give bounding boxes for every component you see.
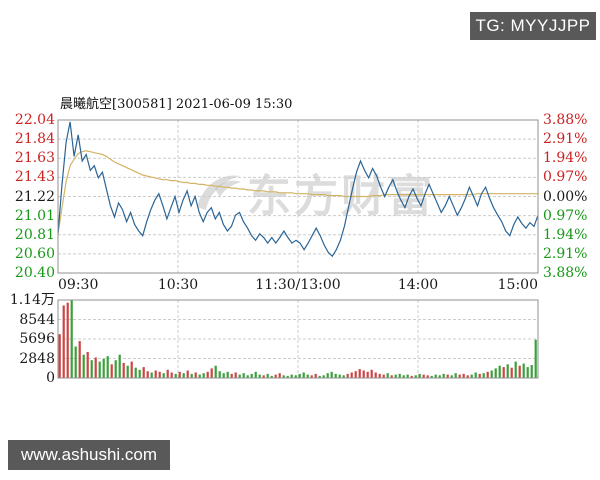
eastmoney-logo-icon bbox=[197, 175, 241, 210]
percent-axis-label: 2.91% bbox=[543, 131, 588, 148]
avg-price-line bbox=[57, 150, 538, 234]
time-axis-label: 09:30 bbox=[58, 277, 99, 293]
volume-axis-label: 1.14万 bbox=[9, 292, 55, 308]
price-axis-label: 21.01 bbox=[14, 207, 55, 224]
percent-axis-label: 1.94% bbox=[543, 150, 588, 167]
volume-axis-label: 0 bbox=[46, 370, 55, 386]
price-axis-label: 21.63 bbox=[14, 150, 55, 167]
percent-axis-label: 3.88% bbox=[543, 112, 588, 128]
tg-contact-badge: TG: MYYJJPP bbox=[470, 12, 596, 40]
chart-title: 晨曦航空[300581] 2021-06-09 15:30 bbox=[60, 97, 293, 112]
percent-axis-label: 1.94% bbox=[543, 226, 588, 243]
percent-axis-label: 0.97% bbox=[543, 207, 588, 224]
price-axis-label: 21.22 bbox=[14, 188, 55, 205]
volume-axis-label: 5696 bbox=[19, 331, 55, 347]
volume-axis-label: 8544 bbox=[19, 311, 55, 328]
price-axis-label: 20.60 bbox=[14, 245, 55, 262]
price-axis-label: 22.04 bbox=[14, 112, 55, 128]
time-axis-label: 14:00 bbox=[397, 277, 439, 293]
percent-axis-label: 0.97% bbox=[543, 169, 588, 186]
price-line bbox=[57, 121, 539, 258]
site-watermark-badge: www.ashushi.com bbox=[8, 440, 171, 470]
percent-axis-label: 2.91% bbox=[543, 245, 588, 262]
volume-axis-label: 2848 bbox=[19, 350, 55, 367]
price-axis-label: 21.84 bbox=[14, 131, 55, 148]
price-axis-label: 20.40 bbox=[14, 265, 55, 281]
time-axis-label: 11:30/13:00 bbox=[255, 277, 341, 293]
time-axis-label: 10:30 bbox=[157, 277, 199, 293]
price-axis-label: 20.81 bbox=[14, 226, 55, 243]
percent-axis-label: 0.00% bbox=[543, 188, 588, 205]
price-axis-label: 21.43 bbox=[14, 169, 55, 186]
percent-axis-label: 3.88% bbox=[543, 265, 588, 281]
time-axis-label: 15:00 bbox=[497, 277, 538, 293]
